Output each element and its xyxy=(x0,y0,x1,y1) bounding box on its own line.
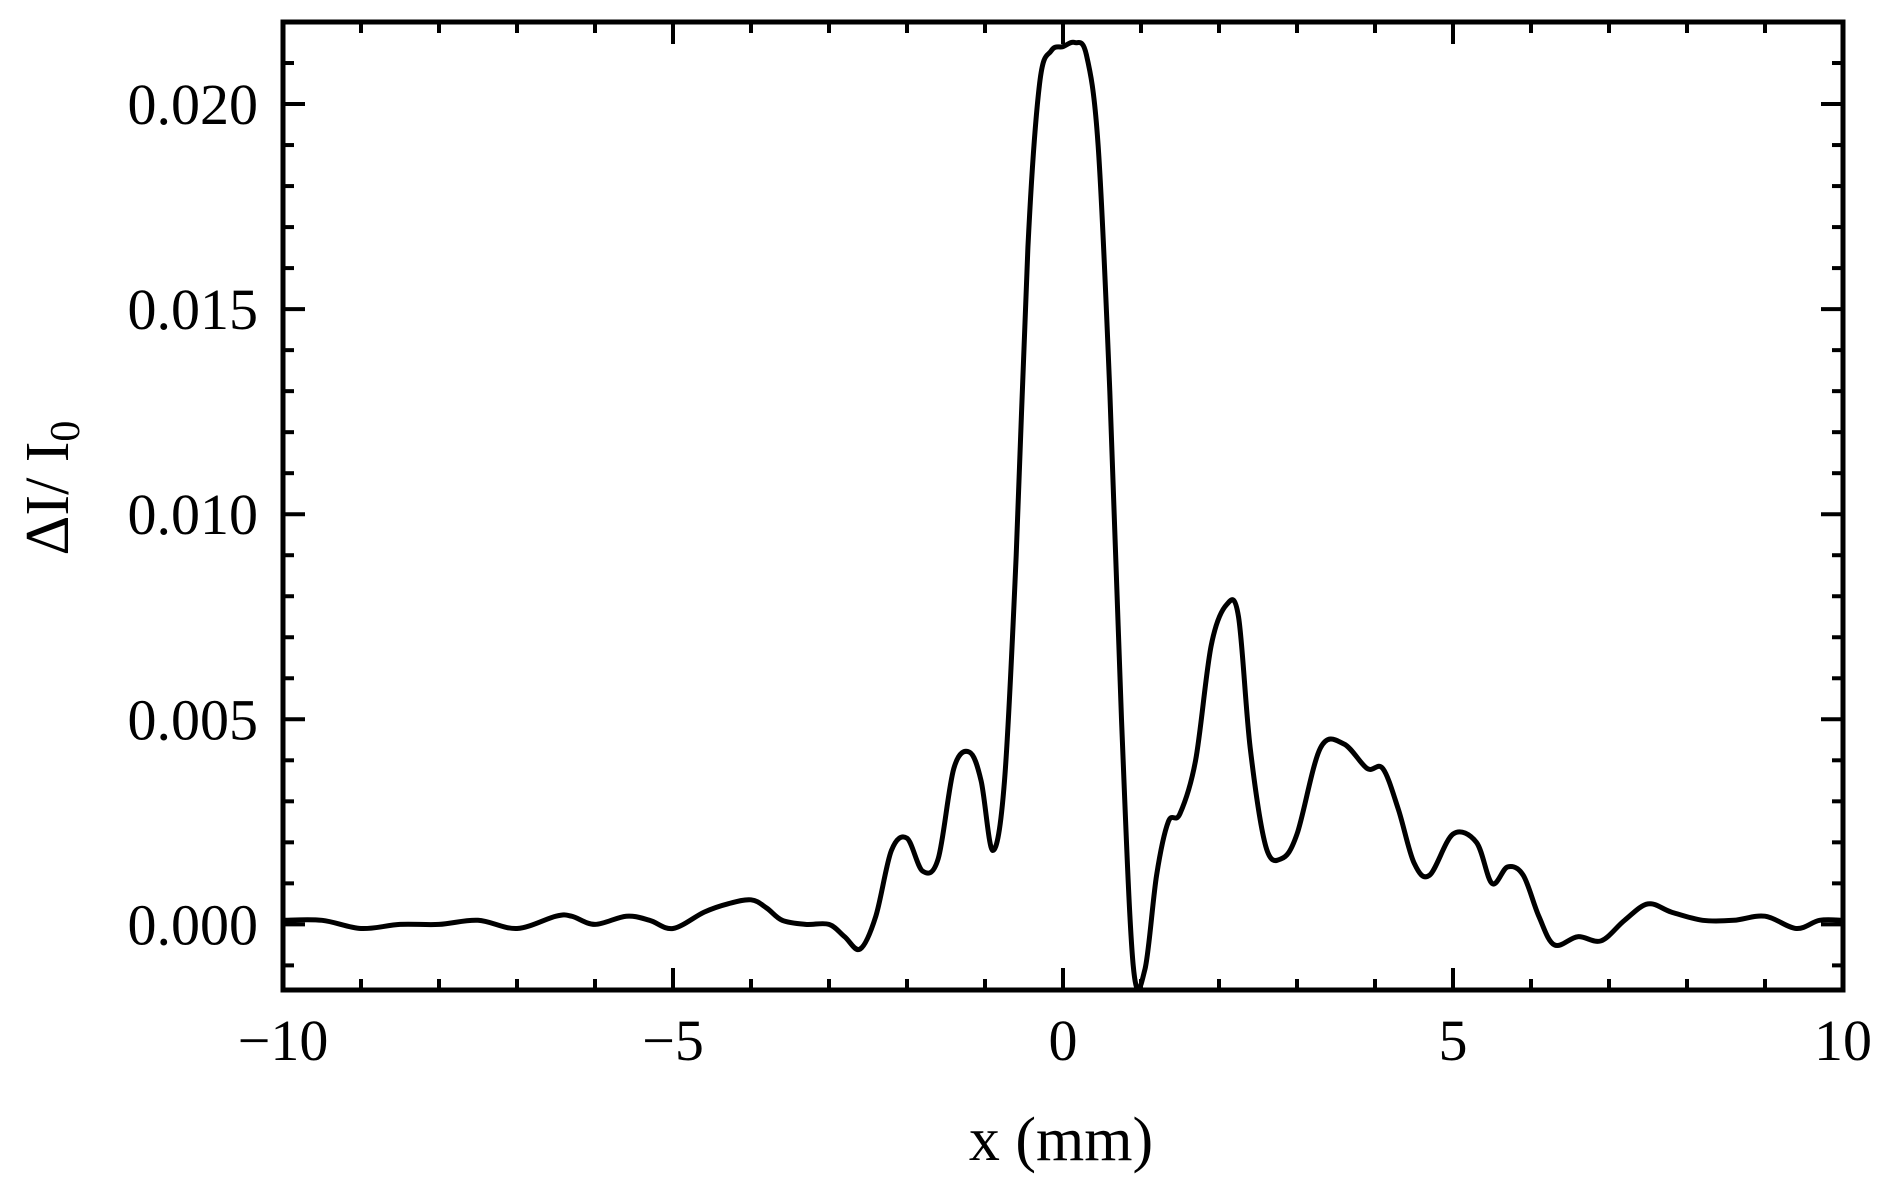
x-tick-label: 10 xyxy=(1814,1008,1872,1073)
series-line xyxy=(280,39,1846,992)
x-tick-label: −5 xyxy=(642,1008,704,1073)
y-tick-label: 0.020 xyxy=(128,72,259,137)
y-axis-label-subscript: 0 xyxy=(43,421,89,442)
x-tick-label: −10 xyxy=(238,1008,329,1073)
y-tick-label: 0.015 xyxy=(128,277,259,342)
x-axis-label: x (mm) xyxy=(969,1106,1153,1174)
x-tick-label: 5 xyxy=(1439,1008,1468,1073)
y-axis-label-main: ΔI/ I xyxy=(14,442,82,556)
plot-frame xyxy=(280,19,1846,993)
y-tick-label: 0.010 xyxy=(128,482,259,547)
x-tick-label: 0 xyxy=(1049,1008,1078,1073)
y-axis-label: ΔI/ I0 xyxy=(14,421,89,556)
y-axis-label-group: ΔI/ I0 xyxy=(14,421,89,556)
label-layer: −10 −5 0 5 10 0.000 0.005 0.010 0.015 0.020 xyxy=(128,72,1873,1073)
y-tick-label: 0.000 xyxy=(128,892,259,957)
y-tick-label: 0.005 xyxy=(128,687,259,752)
tick-layer xyxy=(281,20,1845,990)
